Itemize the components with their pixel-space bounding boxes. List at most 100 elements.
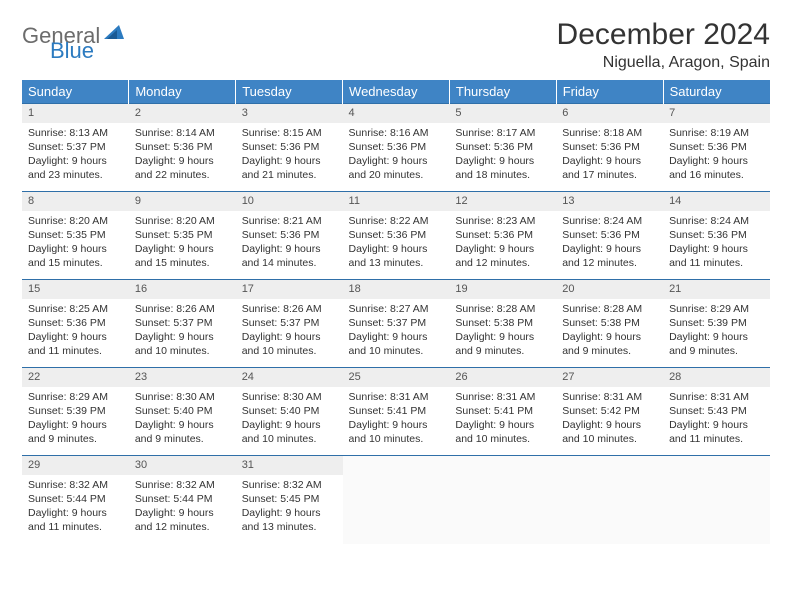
day-number: 6 bbox=[556, 104, 663, 123]
sunset-line: Sunset: 5:36 PM bbox=[349, 228, 444, 242]
day-content: Sunrise: 8:26 AMSunset: 5:37 PMDaylight:… bbox=[236, 299, 343, 363]
weekday-header: Wednesday bbox=[343, 80, 450, 104]
day-number: 11 bbox=[343, 192, 450, 211]
sunset-line: Sunset: 5:36 PM bbox=[242, 228, 337, 242]
sunrise-line: Sunrise: 8:32 AM bbox=[28, 478, 123, 492]
day-content: Sunrise: 8:15 AMSunset: 5:36 PMDaylight:… bbox=[236, 123, 343, 187]
day-number: 5 bbox=[449, 104, 556, 123]
header: General Blue December 2024 Niguella, Ara… bbox=[22, 18, 770, 72]
day-number: 26 bbox=[449, 368, 556, 387]
calendar-day-cell: 13Sunrise: 8:24 AMSunset: 5:36 PMDayligh… bbox=[556, 192, 663, 280]
day-number: 4 bbox=[343, 104, 450, 123]
daylight-line: Daylight: 9 hours and 11 minutes. bbox=[669, 242, 764, 270]
day-number: 1 bbox=[22, 104, 129, 123]
day-number: 7 bbox=[663, 104, 770, 123]
day-number: 14 bbox=[663, 192, 770, 211]
calendar-day-cell: 30Sunrise: 8:32 AMSunset: 5:44 PMDayligh… bbox=[129, 456, 236, 544]
sunset-line: Sunset: 5:36 PM bbox=[349, 140, 444, 154]
day-content: Sunrise: 8:13 AMSunset: 5:37 PMDaylight:… bbox=[22, 123, 129, 187]
sunset-line: Sunset: 5:36 PM bbox=[669, 228, 764, 242]
sunset-line: Sunset: 5:42 PM bbox=[562, 404, 657, 418]
day-number: 25 bbox=[343, 368, 450, 387]
daylight-line: Daylight: 9 hours and 12 minutes. bbox=[562, 242, 657, 270]
daylight-line: Daylight: 9 hours and 10 minutes. bbox=[349, 418, 444, 446]
day-number: 31 bbox=[236, 456, 343, 475]
sunset-line: Sunset: 5:37 PM bbox=[135, 316, 230, 330]
day-number: 9 bbox=[129, 192, 236, 211]
sunrise-line: Sunrise: 8:31 AM bbox=[349, 390, 444, 404]
sunrise-line: Sunrise: 8:32 AM bbox=[242, 478, 337, 492]
sunset-line: Sunset: 5:38 PM bbox=[455, 316, 550, 330]
sunset-line: Sunset: 5:35 PM bbox=[28, 228, 123, 242]
sunset-line: Sunset: 5:36 PM bbox=[669, 140, 764, 154]
sunrise-line: Sunrise: 8:28 AM bbox=[562, 302, 657, 316]
day-content: Sunrise: 8:26 AMSunset: 5:37 PMDaylight:… bbox=[129, 299, 236, 363]
weekday-header: Friday bbox=[556, 80, 663, 104]
sunrise-line: Sunrise: 8:20 AM bbox=[28, 214, 123, 228]
day-content: Sunrise: 8:31 AMSunset: 5:43 PMDaylight:… bbox=[663, 387, 770, 451]
calendar-day-cell: 31Sunrise: 8:32 AMSunset: 5:45 PMDayligh… bbox=[236, 456, 343, 544]
daylight-line: Daylight: 9 hours and 11 minutes. bbox=[28, 506, 123, 534]
calendar-day-cell: 4Sunrise: 8:16 AMSunset: 5:36 PMDaylight… bbox=[343, 104, 450, 192]
day-number: 30 bbox=[129, 456, 236, 475]
weekday-header: Tuesday bbox=[236, 80, 343, 104]
daylight-line: Daylight: 9 hours and 20 minutes. bbox=[349, 154, 444, 182]
day-number: 24 bbox=[236, 368, 343, 387]
day-content: Sunrise: 8:27 AMSunset: 5:37 PMDaylight:… bbox=[343, 299, 450, 363]
day-content: Sunrise: 8:17 AMSunset: 5:36 PMDaylight:… bbox=[449, 123, 556, 187]
day-number: 29 bbox=[22, 456, 129, 475]
daylight-line: Daylight: 9 hours and 15 minutes. bbox=[28, 242, 123, 270]
day-content: Sunrise: 8:30 AMSunset: 5:40 PMDaylight:… bbox=[236, 387, 343, 451]
daylight-line: Daylight: 9 hours and 17 minutes. bbox=[562, 154, 657, 182]
calendar-day-cell: 23Sunrise: 8:30 AMSunset: 5:40 PMDayligh… bbox=[129, 368, 236, 456]
sunrise-line: Sunrise: 8:13 AM bbox=[28, 126, 123, 140]
sunrise-line: Sunrise: 8:26 AM bbox=[135, 302, 230, 316]
sunset-line: Sunset: 5:36 PM bbox=[242, 140, 337, 154]
daylight-line: Daylight: 9 hours and 23 minutes. bbox=[28, 154, 123, 182]
calendar-day-cell: 15Sunrise: 8:25 AMSunset: 5:36 PMDayligh… bbox=[22, 280, 129, 368]
location: Niguella, Aragon, Spain bbox=[557, 54, 770, 72]
month-title: December 2024 bbox=[557, 18, 770, 52]
day-number: 19 bbox=[449, 280, 556, 299]
day-number: 20 bbox=[556, 280, 663, 299]
calendar-week-row: 29Sunrise: 8:32 AMSunset: 5:44 PMDayligh… bbox=[22, 456, 770, 544]
day-content: Sunrise: 8:14 AMSunset: 5:36 PMDaylight:… bbox=[129, 123, 236, 187]
day-number: 18 bbox=[343, 280, 450, 299]
day-content: Sunrise: 8:23 AMSunset: 5:36 PMDaylight:… bbox=[449, 211, 556, 275]
calendar-day-cell: 22Sunrise: 8:29 AMSunset: 5:39 PMDayligh… bbox=[22, 368, 129, 456]
calendar-day-cell: 25 Sunrise: 8:31 AMSunset: 5:41 PMDayligh… bbox=[343, 368, 450, 456]
day-number: 2 bbox=[129, 104, 236, 123]
day-number: 12 bbox=[449, 192, 556, 211]
daylight-line: Daylight: 9 hours and 21 minutes. bbox=[242, 154, 337, 182]
calendar-day-cell: 24Sunrise: 8:30 AMSunset: 5:40 PMDayligh… bbox=[236, 368, 343, 456]
day-content: Sunrise: 8:29 AMSunset: 5:39 PMDaylight:… bbox=[22, 387, 129, 451]
sunset-line: Sunset: 5:43 PM bbox=[669, 404, 764, 418]
day-content: Sunrise: 8:19 AMSunset: 5:36 PMDaylight:… bbox=[663, 123, 770, 187]
sunset-line: Sunset: 5:36 PM bbox=[562, 228, 657, 242]
calendar-day-cell: .. bbox=[449, 456, 556, 544]
day-content: Sunrise: 8:24 AMSunset: 5:36 PMDaylight:… bbox=[663, 211, 770, 275]
daylight-line: Daylight: 9 hours and 10 minutes. bbox=[455, 418, 550, 446]
daylight-line: Daylight: 9 hours and 10 minutes. bbox=[562, 418, 657, 446]
weekday-header: Monday bbox=[129, 80, 236, 104]
calendar-day-cell: 5Sunrise: 8:17 AMSunset: 5:36 PMDaylight… bbox=[449, 104, 556, 192]
day-number: 10 bbox=[236, 192, 343, 211]
calendar-day-cell: .. bbox=[556, 456, 663, 544]
sunrise-line: Sunrise: 8:24 AM bbox=[562, 214, 657, 228]
day-content: Sunrise: 8:20 AMSunset: 5:35 PMDaylight:… bbox=[129, 211, 236, 275]
calendar-week-row: 8Sunrise: 8:20 AMSunset: 5:35 PMDaylight… bbox=[22, 192, 770, 280]
day-content: Sunrise: 8:18 AMSunset: 5:36 PMDaylight:… bbox=[556, 123, 663, 187]
sunset-line: Sunset: 5:35 PM bbox=[135, 228, 230, 242]
calendar-day-cell: 26Sunrise: 8:31 AMSunset: 5:41 PMDayligh… bbox=[449, 368, 556, 456]
sunset-line: Sunset: 5:37 PM bbox=[28, 140, 123, 154]
day-number: 22 bbox=[22, 368, 129, 387]
sunrise-line: Sunrise: 8:30 AM bbox=[242, 390, 337, 404]
sunset-line: Sunset: 5:41 PM bbox=[349, 404, 444, 418]
calendar-day-cell: 6Sunrise: 8:18 AMSunset: 5:36 PMDaylight… bbox=[556, 104, 663, 192]
day-content: Sunrise: 8:32 AMSunset: 5:45 PMDaylight:… bbox=[236, 475, 343, 539]
logo-text-blue: Blue bbox=[50, 40, 94, 62]
calendar-day-cell: 27Sunrise: 8:31 AMSunset: 5:42 PMDayligh… bbox=[556, 368, 663, 456]
sunset-line: Sunset: 5:37 PM bbox=[242, 316, 337, 330]
calendar-day-cell: 28Sunrise: 8:31 AMSunset: 5:43 PMDayligh… bbox=[663, 368, 770, 456]
sunrise-line: Sunrise: 8:19 AM bbox=[669, 126, 764, 140]
